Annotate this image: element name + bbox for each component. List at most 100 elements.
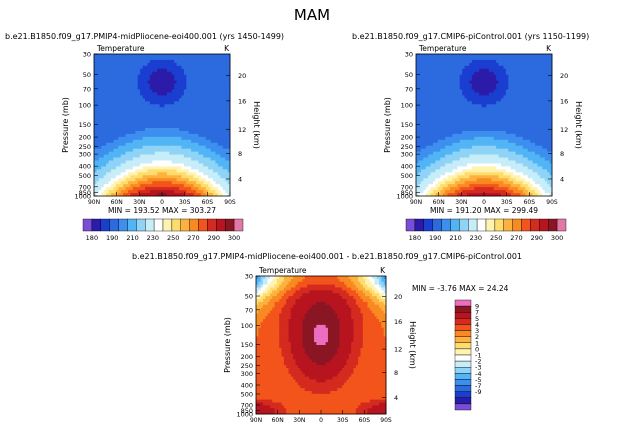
- heatmap-cell: [106, 169, 109, 173]
- heatmap-cell: [416, 145, 419, 150]
- heatmap-cell: [157, 181, 160, 185]
- heatmap-cell: [106, 142, 109, 147]
- heatmap-cell: [450, 130, 453, 135]
- heatmap-cell: [513, 83, 516, 87]
- heatmap-cell: [220, 110, 224, 114]
- heatmap-cell: [174, 151, 177, 155]
- heatmap-cell: [505, 166, 509, 170]
- heatmap-cell: [111, 130, 114, 135]
- heatmap-cell: [454, 98, 458, 102]
- heatmap-cell: [145, 92, 148, 96]
- heatmap-cell: [98, 71, 102, 76]
- heatmap-cell: [191, 56, 194, 61]
- heatmap-cell: [125, 148, 129, 153]
- heatmap-cell: [549, 65, 553, 70]
- heatmap-cell: [149, 160, 153, 164]
- heatmap-cell: [210, 166, 214, 170]
- heatmap-cell: [530, 95, 533, 99]
- heatmap-cell: [549, 95, 553, 99]
- heatmap-cell: [200, 151, 204, 155]
- heatmap-cell: [137, 151, 141, 155]
- heatmap-cell: [96, 104, 100, 108]
- heatmap-cell: [498, 95, 502, 99]
- heatmap-cell: [537, 157, 541, 161]
- heatmap-cell: [149, 95, 153, 99]
- heatmap-cell: [469, 166, 473, 170]
- heatmap-cell: [142, 77, 146, 82]
- heatmap-cell: [198, 86, 202, 90]
- heatmap-cell: [200, 154, 204, 158]
- heatmap-cell: [505, 92, 509, 96]
- heatmap-cell: [227, 133, 231, 138]
- heatmap-cell: [222, 139, 226, 144]
- heatmap-cell: [450, 80, 453, 84]
- heatmap-cell: [191, 95, 194, 99]
- heatmap-cell: [101, 151, 105, 155]
- heatmap-cell: [462, 92, 465, 96]
- y-tick-label: 1000: [74, 193, 91, 201]
- heatmap-cell: [464, 119, 468, 123]
- heatmap-cell: [217, 74, 221, 79]
- heatmap-cell: [547, 68, 550, 73]
- y-tick-label: 250: [79, 143, 91, 151]
- heatmap-cell: [113, 68, 117, 73]
- heatmap-cell: [118, 86, 122, 90]
- heatmap-cell: [496, 157, 499, 161]
- heatmap-cell: [181, 139, 185, 144]
- heatmap-cell: [188, 113, 192, 117]
- heatmap-cell: [418, 157, 422, 161]
- heatmap-cell: [166, 65, 170, 70]
- heatmap-cell: [515, 62, 519, 67]
- heatmap-cell: [454, 92, 458, 96]
- heatmap-cell: [225, 71, 228, 76]
- heatmap-cell: [181, 142, 185, 147]
- heatmap-cell: [505, 54, 509, 58]
- heatmap-cell: [181, 113, 185, 117]
- heatmap-cell: [157, 77, 160, 82]
- heatmap-cell: [205, 95, 209, 99]
- heatmap-cell: [140, 193, 143, 197]
- heatmap-cell: [208, 133, 211, 138]
- heatmap-cell: [225, 178, 228, 182]
- heatmap-cell: [191, 166, 194, 170]
- heatmap-cell: [106, 68, 109, 73]
- heatmap-cell: [433, 86, 436, 90]
- heatmap-cell: [525, 68, 529, 73]
- heatmap-cell: [113, 56, 117, 61]
- heatmap-cell: [428, 80, 431, 84]
- heatmap-cell: [101, 119, 105, 123]
- heatmap-cell: [157, 86, 160, 90]
- heatmap-cell: [188, 166, 192, 170]
- heatmap-cell: [428, 142, 431, 147]
- heatmap-cell: [547, 116, 550, 120]
- heatmap-cell: [203, 92, 207, 96]
- heatmap-cell: [227, 122, 231, 126]
- heatmap-cell: [464, 157, 468, 161]
- heatmap-cell: [215, 110, 219, 114]
- heatmap-cell: [227, 77, 231, 82]
- heatmap-cell: [166, 86, 170, 90]
- heatmap-cell: [549, 104, 553, 108]
- heatmap-cell: [181, 151, 185, 155]
- heatmap-cell: [128, 98, 131, 102]
- heatmap-cell: [469, 101, 473, 105]
- heatmap-cell: [171, 122, 175, 126]
- heatmap-cell: [522, 125, 526, 129]
- heatmap-cell: [171, 148, 175, 153]
- heatmap-cell: [491, 163, 495, 167]
- heatmap-cell: [128, 181, 131, 185]
- heatmap-cell: [503, 62, 507, 67]
- heatmap-cell: [193, 104, 197, 108]
- heatmap-cell: [549, 74, 553, 79]
- heatmap-cell: [210, 122, 214, 126]
- heatmap-cell: [428, 163, 431, 167]
- heatmap-cell: [191, 107, 194, 111]
- heatmap-cell: [137, 163, 141, 167]
- heatmap-cell: [222, 193, 226, 197]
- heatmap-cell: [535, 139, 538, 144]
- heatmap-cell: [525, 104, 529, 108]
- heatmap-cell: [505, 65, 509, 70]
- heatmap-cell: [213, 184, 216, 188]
- heatmap-cell: [94, 98, 97, 102]
- heatmap-cell: [183, 80, 187, 84]
